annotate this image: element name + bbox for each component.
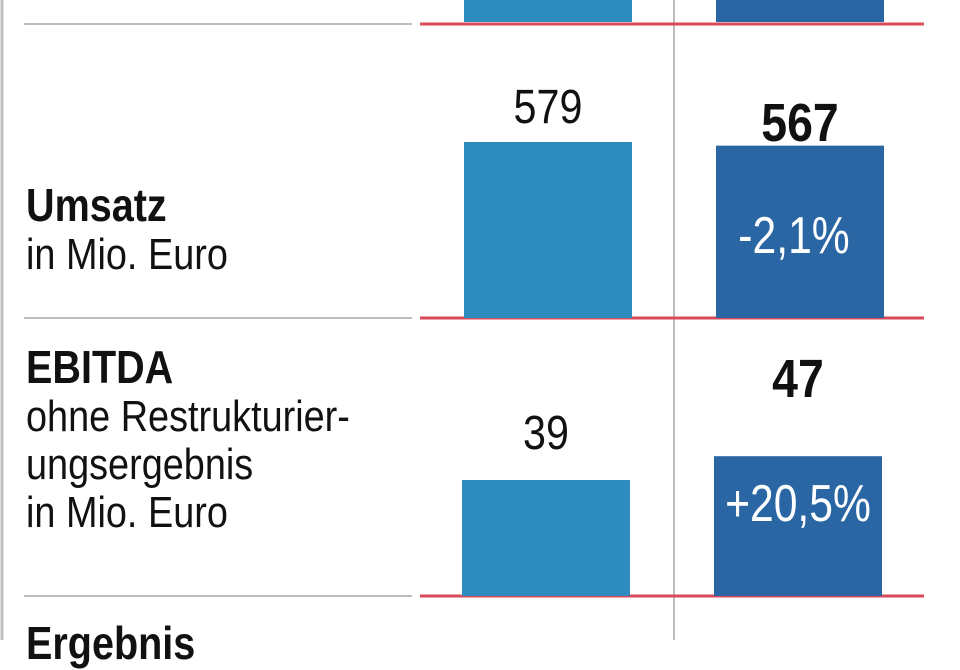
bar-curr-ebitda [714,456,882,596]
row-label-umsatz: Umsatz in Mio. Euro [26,180,261,279]
row-subtitle-line: in Mio. Euro [26,229,228,279]
bar-prev-previous-row [464,0,632,22]
row-subtitle-line: ungsergebnis [26,439,254,489]
change-label-umsatz: -2,1% [738,207,850,265]
row-subtitle-line: ohne Restrukturier- [26,391,350,441]
row-title-umsatz: Umsatz [26,179,167,231]
chart-svg [0,0,924,640]
row-title-ergebnis: Ergebnis [26,617,196,669]
bar-curr-umsatz [716,145,884,318]
row-subtitle-line: in Mio. Euro [26,488,228,538]
value-label-ebitda-prev: 39 [523,407,569,460]
bars [462,0,884,596]
bar-prev-umsatz [464,142,632,318]
change-label-ebitda: +20,5% [725,475,871,533]
row-title-ebitda: EBITDA [26,341,174,393]
row-label-ebitda: EBITDA ohne Restrukturier- ungsergebnis … [26,342,403,538]
row-subtitle-ebitda: ohne Restrukturier- ungsergebnis in Mio.… [26,391,350,538]
bar-prev-ebitda [462,480,630,596]
value-label-umsatz-curr: 567 [761,93,839,153]
row-subtitle-umsatz: in Mio. Euro [26,229,228,279]
value-label-umsatz-prev: 579 [513,81,583,134]
value-label-ebitda-curr: 47 [772,349,824,409]
bar-curr-previous-row [716,0,884,22]
